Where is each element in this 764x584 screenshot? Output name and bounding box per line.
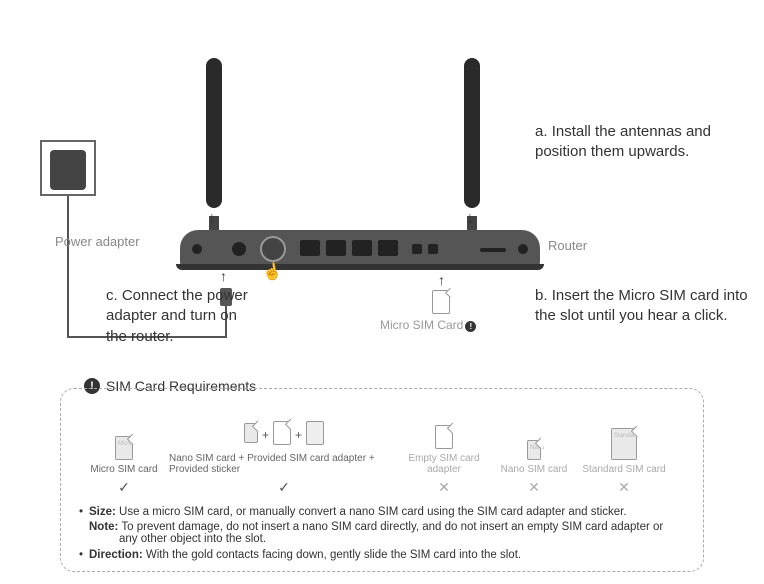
power-port: [232, 242, 246, 256]
sim-icon-nano: [244, 423, 258, 443]
size-label: Size:: [89, 506, 116, 518]
power-cable: [67, 196, 69, 336]
note-line: Note: To prevent damage, do not insert a…: [79, 521, 685, 533]
lan-wan-port: [378, 240, 398, 256]
direction-label: Direction:: [89, 549, 143, 561]
arrow-up-icon: ↑: [438, 272, 445, 288]
setup-diagram: ↑ Power adapter ↓ ↓ ☝ Router ↑ Micro SIM…: [0, 0, 764, 380]
router-label: Router: [548, 238, 587, 253]
sim-icon-standard: Standard: [611, 428, 637, 460]
step-c: c. Connect the power adapter and turn on…: [106, 286, 256, 347]
sim-option-combo: + + Nano SIM card + Provided SIM card ad…: [169, 421, 399, 475]
hand-pointer-icon: ☝: [260, 260, 283, 283]
antenna-left: [206, 58, 222, 208]
sim-option-nano-label: Nano SIM card: [501, 464, 568, 475]
sim-icon-empty-adapter: [435, 425, 453, 449]
sim-option-standard: Standard Standard SIM card: [579, 428, 669, 475]
router-screw: [518, 244, 528, 254]
sim-slot: [480, 248, 506, 252]
arrow-down-icon: ↓: [208, 210, 216, 228]
cross-icon: ✕: [489, 479, 579, 496]
sim-option-micro-label: Micro SIM card: [90, 464, 157, 475]
power-button-icon: [260, 236, 286, 262]
sim-marks-row: ✓ ✓ ✕ ✕ ✕: [79, 479, 685, 496]
check-icon: ✓: [169, 479, 399, 496]
button: [412, 244, 422, 254]
cross-icon: ✕: [399, 479, 489, 496]
router-body: [180, 230, 540, 268]
step-b-prefix: b.: [535, 287, 548, 304]
step-b: b. Insert the Micro SIM card into the sl…: [535, 286, 750, 327]
micro-sim-icon: [432, 290, 450, 314]
sim-option-nano: Nano Nano SIM card: [489, 440, 579, 475]
size-text: Use a micro SIM card, or manually conver…: [116, 506, 627, 518]
requirements-notes-2: Direction: With the gold contacts facing…: [79, 547, 685, 564]
plus-icon: +: [295, 428, 302, 442]
step-a-prefix: a.: [535, 123, 548, 140]
micro-sim-text: Micro SIM Card: [380, 318, 463, 332]
lan-port: [300, 240, 320, 256]
arrow-down-icon: ↓: [466, 210, 474, 228]
sim-icon-micro: Micro: [115, 436, 133, 460]
micro-sim-label: Micro SIM Card!: [380, 318, 476, 332]
sim-option-empty-label: Empty SIM card adapter: [399, 453, 489, 475]
step-a-text: Install the antennas and position them u…: [535, 123, 711, 160]
step-b-text: Insert the Micro SIM card into the slot …: [535, 287, 748, 324]
check-icon: ✓: [79, 479, 169, 496]
note-text: To prevent damage, do not insert a nano …: [118, 521, 663, 533]
sim-icon-nano: Nano: [527, 440, 541, 460]
size-bullet: Size: Use a micro SIM card, or manually …: [79, 504, 685, 521]
sim-option-standard-label: Standard SIM card: [582, 464, 665, 475]
sim-options-row: Micro Micro SIM card + + Nano SIM card +…: [79, 421, 685, 475]
antenna-right: [464, 58, 480, 208]
direction-bullet: Direction: With the gold contacts facing…: [79, 547, 685, 564]
power-adapter-label: Power adapter: [55, 234, 140, 249]
note-line-2: any other object into the slot.: [79, 533, 685, 545]
sim-option-empty: Empty SIM card adapter: [399, 425, 489, 475]
lan-port: [326, 240, 346, 256]
step-c-prefix: c.: [106, 287, 118, 304]
sim-icon-sticker: [306, 421, 324, 445]
direction-text: With the gold contacts facing down, gent…: [143, 549, 521, 561]
sim-requirements-box: Micro Micro SIM card + + Nano SIM card +…: [60, 388, 704, 572]
power-adapter-plug: [50, 150, 86, 190]
sim-icon-adapter: [273, 421, 291, 445]
note-label: Note:: [89, 521, 118, 533]
step-c-text: Connect the power adapter and turn on th…: [106, 287, 248, 345]
requirements-notes: Size: Use a micro SIM card, or manually …: [79, 504, 685, 521]
plus-icon: +: [262, 428, 269, 442]
lan-port: [352, 240, 372, 256]
info-icon: !: [465, 321, 476, 332]
sim-option-combo-label: Nano SIM card + Provided SIM card adapte…: [169, 453, 399, 475]
cross-icon: ✕: [579, 479, 669, 496]
step-a: a. Install the antennas and position the…: [535, 122, 735, 163]
arrow-up-icon: ↑: [220, 268, 227, 284]
button: [428, 244, 438, 254]
router-screw: [192, 244, 202, 254]
sim-option-micro: Micro Micro SIM card: [79, 436, 169, 475]
